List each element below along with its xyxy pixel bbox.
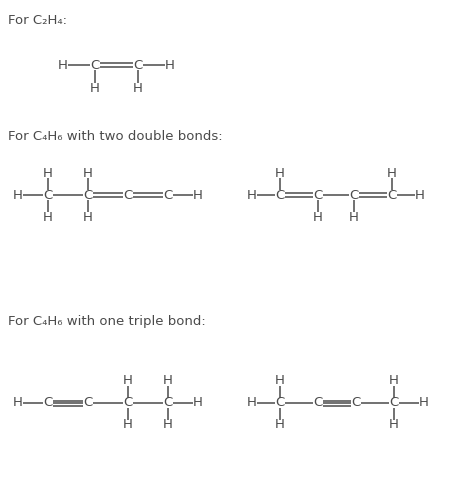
Text: C: C <box>133 58 143 71</box>
Text: H: H <box>389 419 399 432</box>
Text: C: C <box>389 397 399 410</box>
Text: H: H <box>163 375 173 388</box>
Text: H: H <box>13 397 23 410</box>
Text: H: H <box>165 58 175 71</box>
Text: H: H <box>123 419 133 432</box>
Text: H: H <box>275 167 285 180</box>
Text: H: H <box>83 211 93 224</box>
Text: C: C <box>44 189 53 202</box>
Text: H: H <box>349 211 359 224</box>
Text: C: C <box>83 189 92 202</box>
Text: H: H <box>387 167 397 180</box>
Text: C: C <box>387 189 397 202</box>
Text: C: C <box>83 397 92 410</box>
Text: For C₄H₆ with one triple bond:: For C₄H₆ with one triple bond: <box>8 315 206 328</box>
Text: H: H <box>163 419 173 432</box>
Text: C: C <box>275 189 284 202</box>
Text: H: H <box>83 167 93 180</box>
Text: C: C <box>164 397 173 410</box>
Text: For C₄H₆ with two double bonds:: For C₄H₆ with two double bonds: <box>8 130 223 143</box>
Text: H: H <box>247 189 257 202</box>
Text: H: H <box>193 189 203 202</box>
Text: H: H <box>193 397 203 410</box>
Text: C: C <box>349 189 359 202</box>
Text: H: H <box>43 211 53 224</box>
Text: H: H <box>123 375 133 388</box>
Text: C: C <box>123 397 133 410</box>
Text: C: C <box>275 397 284 410</box>
Text: C: C <box>91 58 100 71</box>
Text: H: H <box>275 419 285 432</box>
Text: H: H <box>313 211 323 224</box>
Text: H: H <box>247 397 257 410</box>
Text: H: H <box>133 81 143 94</box>
Text: C: C <box>164 189 173 202</box>
Text: H: H <box>13 189 23 202</box>
Text: C: C <box>351 397 361 410</box>
Text: C: C <box>44 397 53 410</box>
Text: H: H <box>389 375 399 388</box>
Text: C: C <box>123 189 133 202</box>
Text: For C₂H₄:: For C₂H₄: <box>8 14 67 27</box>
Text: H: H <box>415 189 425 202</box>
Text: H: H <box>419 397 429 410</box>
Text: H: H <box>275 375 285 388</box>
Text: C: C <box>313 189 323 202</box>
Text: H: H <box>90 81 100 94</box>
Text: H: H <box>43 167 53 180</box>
Text: H: H <box>58 58 68 71</box>
Text: C: C <box>313 397 323 410</box>
